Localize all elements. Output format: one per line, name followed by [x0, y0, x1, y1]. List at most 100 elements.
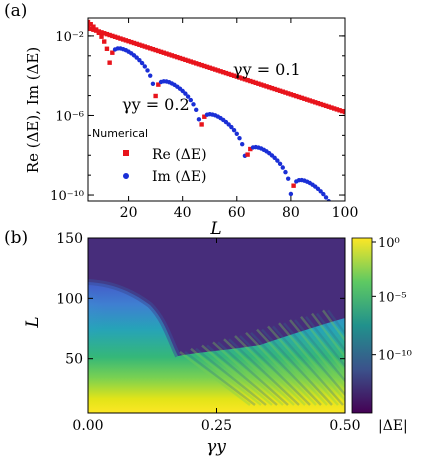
- legend-marker-im: [123, 173, 129, 179]
- im-point: [145, 68, 150, 73]
- re-point: [234, 74, 239, 79]
- re-point: [196, 62, 202, 67]
- x-tick-label: 0.50: [329, 418, 360, 434]
- re-point: [334, 107, 340, 112]
- im-point: [285, 176, 291, 181]
- re-point: [210, 66, 215, 71]
- re-point: [342, 109, 345, 115]
- fringe-light: [322, 309, 345, 343]
- x-tick-label: 0.00: [72, 418, 103, 434]
- re-point: [294, 93, 299, 99]
- re-point: [120, 37, 126, 42]
- im-point: [231, 127, 237, 133]
- re-point: [88, 22, 93, 27]
- im-point: [196, 117, 202, 122]
- annotation-gamma-0-2: γy = 0.2: [122, 95, 190, 114]
- im-point: [234, 131, 239, 136]
- legend-label-im: Im (ΔE): [152, 169, 207, 185]
- fringe-dark: [272, 325, 344, 406]
- re-point: [237, 75, 242, 80]
- heatmap-dark-region: [88, 238, 345, 356]
- re-point: [137, 42, 142, 47]
- x-tick-label: 100: [332, 205, 359, 221]
- re-point: [110, 50, 115, 55]
- fringe-light: [256, 328, 328, 406]
- re-point: [315, 100, 321, 106]
- x-tick-label: 20: [120, 205, 138, 221]
- re-point: [248, 146, 253, 152]
- re-point: [161, 50, 166, 55]
- re-point: [326, 104, 331, 109]
- re-point: [226, 71, 231, 77]
- re-point: [242, 77, 248, 82]
- re-point: [202, 114, 207, 119]
- re-point: [177, 55, 183, 61]
- fringe-light: [245, 331, 317, 406]
- re-point: [166, 52, 172, 57]
- re-point: [218, 69, 223, 74]
- re-point: [88, 26, 93, 32]
- re-point: [221, 70, 226, 75]
- im-point: [137, 57, 142, 63]
- fringe-dark: [261, 328, 333, 406]
- re-point: [142, 44, 148, 49]
- re-point: [329, 105, 334, 110]
- im-point: [280, 165, 285, 170]
- re-point: [212, 67, 218, 72]
- im-point: [148, 73, 153, 78]
- re-point: [291, 93, 296, 98]
- re-point: [269, 85, 275, 91]
- re-point: [231, 73, 237, 78]
- x-tick-label: 0.25: [201, 418, 232, 434]
- re-point: [99, 30, 104, 35]
- re-point: [110, 33, 115, 39]
- panel-a-y-axis-label: Re (ΔE), Im (ΔE): [24, 47, 42, 173]
- re-point: [202, 63, 207, 69]
- re-point: [153, 93, 158, 99]
- im-point: [321, 191, 326, 197]
- fringe-dark: [184, 351, 256, 406]
- y-tick-label: 50: [65, 352, 83, 368]
- re-point: [323, 103, 329, 109]
- re-point: [310, 99, 315, 104]
- re-point: [337, 108, 342, 113]
- im-point: [237, 135, 242, 141]
- im-point: [240, 141, 245, 147]
- colorbar: 10⁰ 10⁻⁵ 10⁻¹⁰ |ΔE|: [351, 236, 412, 434]
- panel-b-y-axis-label: L: [23, 316, 43, 328]
- y-tick-label: 10⁻¹⁰: [50, 189, 84, 204]
- panel-b-label: (b): [4, 228, 28, 248]
- colorbar-tick-label: 10⁰: [378, 236, 400, 251]
- re-point: [180, 56, 185, 62]
- y-tick-label: 100: [56, 291, 83, 307]
- re-point: [115, 35, 120, 40]
- fringe-dark: [327, 309, 345, 336]
- fringe-dark: [250, 331, 322, 406]
- re-point: [191, 60, 196, 65]
- legend: Numerical Re (ΔE) Im (ΔE): [92, 127, 207, 185]
- re-point: [223, 70, 229, 76]
- re-point: [204, 64, 210, 70]
- re-point: [158, 49, 164, 55]
- re-point: [215, 68, 221, 73]
- fringe-dark: [305, 316, 345, 368]
- im-point: [318, 189, 323, 194]
- im-point: [180, 88, 185, 94]
- re-point: [175, 54, 180, 60]
- y-tick-label: 150: [56, 231, 83, 247]
- re-point: [283, 90, 288, 95]
- re-point: [302, 96, 307, 101]
- x-tick-label: 60: [228, 205, 246, 221]
- re-point: [245, 152, 250, 157]
- re-point: [102, 31, 107, 36]
- panel-a-frame: [87, 17, 346, 202]
- re-point: [288, 92, 294, 97]
- re-point: [150, 46, 156, 52]
- panel-a-x-ticks: 20 40 60 80 100: [120, 18, 359, 221]
- im-point: [288, 191, 294, 197]
- re-point: [307, 98, 313, 103]
- legend-title: Numerical: [92, 127, 148, 140]
- re-point: [261, 83, 267, 88]
- fringe-dark: [195, 347, 267, 406]
- re-point: [199, 122, 204, 127]
